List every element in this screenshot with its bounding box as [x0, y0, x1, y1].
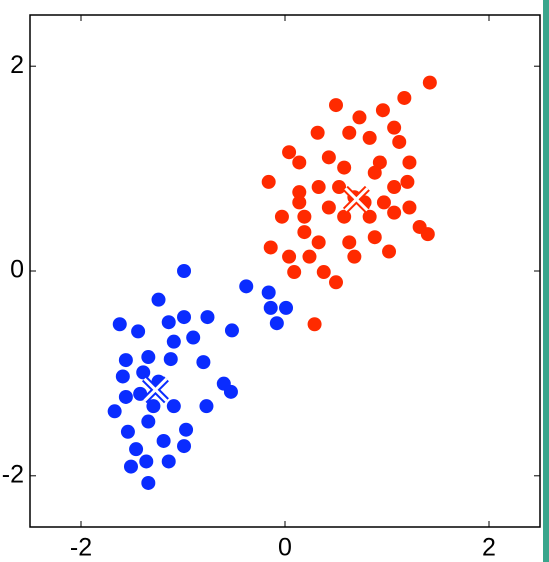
y-tick-label: 2	[10, 51, 24, 79]
scatter-point	[402, 200, 417, 215]
scatter-point	[387, 205, 402, 220]
scatter-point	[342, 125, 357, 140]
scatter-point	[282, 249, 297, 264]
scatter-point	[141, 350, 156, 365]
scatter-point	[321, 200, 336, 215]
scatter-point	[146, 399, 161, 414]
scatter-point	[166, 334, 181, 349]
scatter-point	[387, 180, 402, 195]
scatter-point	[179, 422, 194, 437]
scatter-point	[352, 110, 367, 125]
scatter-point	[156, 433, 171, 448]
scatter-point	[196, 355, 211, 370]
scatter-point	[151, 292, 166, 307]
scatter-point	[224, 323, 239, 338]
scatter-point	[261, 285, 276, 300]
scatter-point	[177, 310, 192, 325]
scatter-point	[263, 240, 278, 255]
scatter-point	[161, 315, 176, 330]
scatter-point	[282, 145, 297, 160]
scatter-point	[297, 209, 312, 224]
scatter-point	[118, 353, 133, 368]
scatter-point	[292, 155, 307, 170]
scatter-point	[321, 150, 336, 165]
plot-frame	[29, 14, 541, 528]
centroid-marker	[344, 187, 369, 212]
scatter-point	[292, 185, 307, 200]
scatter-point	[223, 384, 238, 399]
scatter-point	[161, 454, 176, 469]
x-tick-label: 2	[482, 534, 496, 562]
scatter-point	[329, 98, 343, 113]
scatter-point	[141, 414, 156, 429]
scatter-point	[186, 330, 201, 345]
scatter-point	[131, 324, 146, 339]
y-tick-label: 0	[10, 256, 24, 284]
scatter-point	[129, 442, 144, 457]
scatter-point	[166, 399, 181, 414]
scatter-point	[118, 389, 133, 404]
scatter-point	[402, 155, 417, 170]
scatter-point	[112, 317, 127, 332]
edge-strip	[543, 0, 549, 562]
scatter-point	[136, 365, 151, 380]
scatter-point	[274, 209, 289, 224]
scatter-point	[163, 352, 178, 367]
scatter-point	[362, 130, 377, 145]
scatter-point	[120, 424, 135, 439]
scatter-point	[269, 316, 284, 331]
scatter-point	[199, 399, 214, 414]
scatter-point	[261, 174, 276, 189]
scatter-point	[376, 195, 391, 210]
scatter-point	[123, 459, 138, 474]
scatter-point	[400, 174, 415, 189]
scatter-point	[311, 235, 326, 250]
scatter-point	[239, 279, 254, 294]
scatter-point	[297, 225, 312, 240]
scatter-point	[141, 475, 156, 490]
scatter-point	[310, 125, 325, 140]
scatter-point	[382, 244, 397, 259]
scatter-point	[279, 300, 294, 315]
scatter-point	[422, 75, 437, 90]
scatter-point	[342, 235, 357, 250]
scatter-point	[292, 195, 307, 210]
scatter-point	[337, 160, 352, 175]
x-tick-label: -2	[70, 534, 92, 562]
scatter-point	[200, 310, 215, 325]
scatter-point	[139, 454, 154, 469]
scatter-point	[287, 265, 302, 280]
scatter-point	[387, 120, 402, 135]
scatter-point	[302, 249, 317, 264]
scatter-point	[367, 230, 382, 245]
scatter-point	[115, 369, 130, 384]
scatter-point	[362, 209, 377, 224]
scatter-point	[420, 227, 435, 242]
y-tick-label: -2	[2, 460, 24, 488]
scatter-point	[332, 180, 347, 195]
scatter-point	[337, 209, 352, 224]
scatter-point	[177, 264, 192, 278]
centroid-marker	[143, 377, 168, 402]
scatter-point	[107, 404, 122, 419]
scatter-point	[347, 249, 362, 264]
scatter-point	[392, 134, 407, 149]
scatter-point	[329, 275, 343, 290]
scatter-point	[375, 103, 390, 118]
scatter-point	[263, 300, 278, 315]
scatter-point	[311, 180, 326, 195]
scatter-point	[397, 90, 412, 105]
scatter-point	[177, 439, 192, 454]
scatter-point	[316, 265, 331, 280]
scatter-point	[307, 317, 322, 332]
x-tick-label: 0	[278, 534, 292, 562]
scatter-point	[367, 165, 382, 180]
